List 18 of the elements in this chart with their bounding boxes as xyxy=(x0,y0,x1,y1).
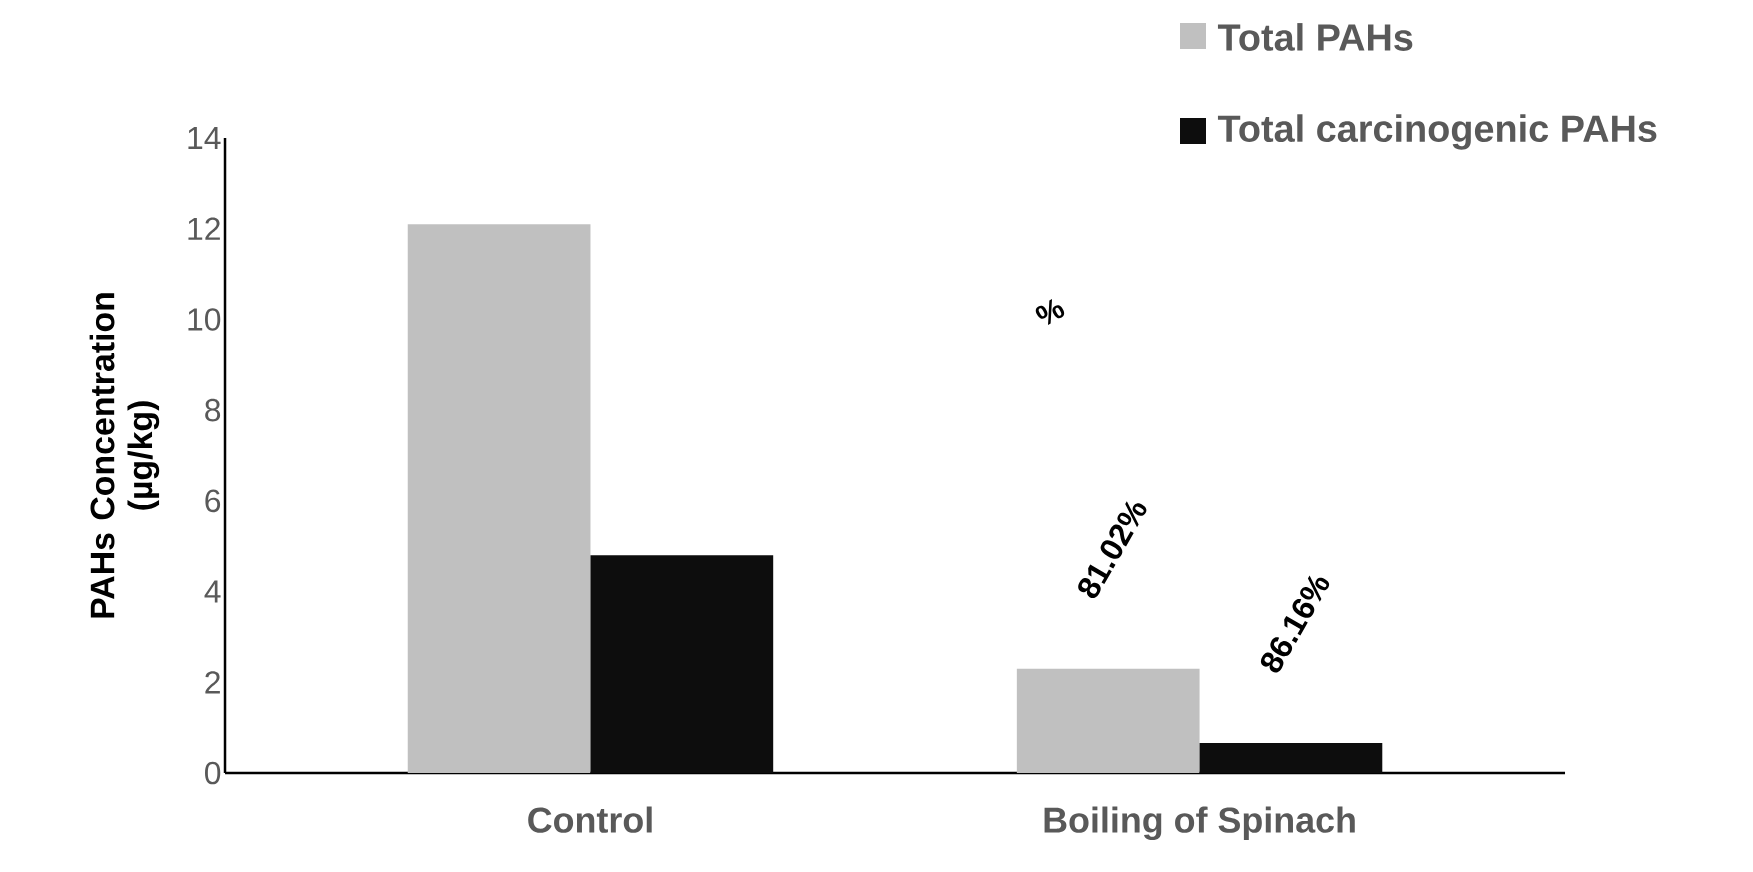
y-tick-label: 8 xyxy=(205,398,221,422)
bar xyxy=(407,224,591,773)
y-tick-label: 0 xyxy=(205,761,221,785)
legend-label: Total PAHs xyxy=(1217,23,1413,51)
y-tick-label: 6 xyxy=(205,489,221,513)
bar xyxy=(1199,743,1383,773)
bar xyxy=(1016,668,1200,773)
y-tick-label: 4 xyxy=(204,580,221,603)
y-tick-label: 2 xyxy=(205,671,220,694)
y-axis-title: PAHs Concentration (µg/kg) xyxy=(89,293,160,618)
x-tick-label: Control xyxy=(528,806,652,833)
annotation: % xyxy=(1035,298,1065,326)
y-tick-label: 14 xyxy=(188,127,221,149)
x-tick-label: Boiling of Spinach xyxy=(1044,806,1355,841)
y-tick-label: 10 xyxy=(188,308,221,331)
y-tick-label: 12 xyxy=(188,217,220,240)
bar xyxy=(590,555,774,773)
legend-label: Total carcinogenic PAHs xyxy=(1217,114,1657,150)
